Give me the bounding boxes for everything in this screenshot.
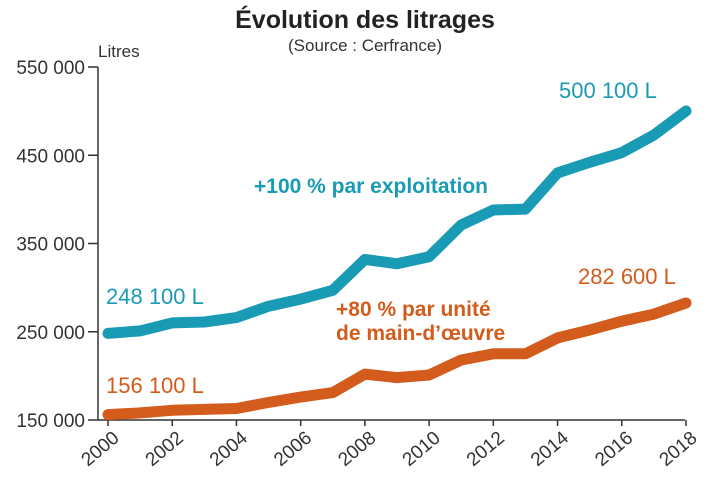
chart-subtitle: (Source : Cerfrance) bbox=[288, 36, 442, 55]
data-label-blue-start: 248 100 L bbox=[106, 284, 204, 309]
x-tick-label: 2016 bbox=[591, 428, 637, 471]
data-label-orange-start: 156 100 L bbox=[106, 373, 204, 398]
x-tick-label: 2014 bbox=[527, 427, 573, 471]
x-tick-label: 2012 bbox=[463, 428, 509, 471]
annotation-exploitation: +100 % par exploitation bbox=[254, 175, 488, 198]
annotation-main-doeuvre: de main-d’œuvre bbox=[336, 322, 505, 345]
y-axis-label: Litres bbox=[98, 42, 140, 61]
x-tick-label: 2008 bbox=[334, 428, 380, 471]
data-label-blue-end: 500 100 L bbox=[559, 78, 657, 103]
y-tick-label: 350 000 bbox=[16, 235, 85, 256]
x-tick-label: 2004 bbox=[206, 427, 252, 471]
x-tick-label: 2006 bbox=[270, 428, 316, 471]
y-tick-label: 250 000 bbox=[16, 323, 85, 344]
x-tick-label: 2000 bbox=[78, 428, 124, 471]
y-tick-label: 150 000 bbox=[16, 411, 85, 432]
series-line-exploitation bbox=[102, 105, 692, 339]
y-axis: 150 000 250 000 350 000 450 000 550 000 bbox=[16, 58, 99, 432]
x-tick-label: 2018 bbox=[656, 428, 702, 471]
x-tick-label: 2010 bbox=[399, 428, 445, 471]
series-line-main-doeuvre bbox=[102, 297, 692, 421]
data-label-orange-end: 282 600 L bbox=[578, 264, 676, 289]
x-axis: 2000 2002 2004 2006 2008 2010 2012 2014 2016 2018 bbox=[78, 419, 702, 471]
y-tick-label: 450 000 bbox=[16, 146, 85, 167]
series-lines bbox=[102, 105, 692, 421]
x-tick-label: 2002 bbox=[142, 428, 188, 471]
annotation-unite: +80 % par unité bbox=[336, 298, 491, 321]
y-tick-label: 550 000 bbox=[16, 58, 85, 79]
chart-title: Évolution des litrages bbox=[235, 5, 495, 34]
